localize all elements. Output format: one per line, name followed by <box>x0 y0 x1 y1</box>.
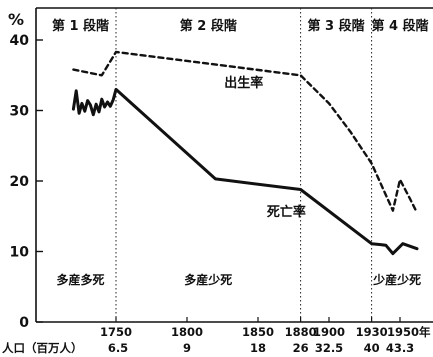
y-tick-label-40: 40 <box>10 33 30 49</box>
population-value-1800: 9 <box>183 341 191 355</box>
x-tick-label-1880: 1880 <box>285 325 317 339</box>
x-tick-label-1850: 1850 <box>242 325 274 339</box>
population-value-1950: 43.3 <box>386 341 414 355</box>
y-axis-unit-label: % <box>8 10 24 29</box>
y-tick-label-10: 10 <box>10 245 30 261</box>
population-value-1750: 6.5 <box>108 341 128 355</box>
stage-label-4: 第 4 段階 <box>371 18 428 34</box>
stage-label-3: 第 3 段階 <box>308 18 365 34</box>
stage-label-1: 第 1 段階 <box>52 18 109 34</box>
x-tick-label-1950: 1950年 <box>387 325 431 339</box>
series-layer <box>71 50 419 256</box>
regime-label-3: 少産少死 <box>372 272 421 287</box>
stage-boundaries <box>115 8 373 322</box>
y-tick-label-0: 0 <box>19 315 29 331</box>
population-value-1900: 32.5 <box>315 341 343 355</box>
series-label-2: 死亡率 <box>267 204 306 220</box>
x-tick-label-1930: 1930 <box>356 325 388 339</box>
stage-label-2: 第 2 段階 <box>180 18 237 34</box>
y-tick-label-20: 20 <box>10 174 30 190</box>
population-value-1930: 40 <box>364 341 380 355</box>
population-value-1880: 26 <box>293 341 309 355</box>
y-tick-label-30: 30 <box>10 104 30 120</box>
series-label-1: 出生率 <box>224 75 263 91</box>
death-rate-line <box>71 87 419 256</box>
regime-label-2: 多産少死 <box>184 272 232 287</box>
x-tick-label-1800: 1800 <box>171 325 203 339</box>
birth-rate-line <box>72 50 419 214</box>
x-tick-label-1900: 1900 <box>313 325 345 339</box>
regime-label-1: 多産多死 <box>56 272 104 287</box>
population-value-1850: 18 <box>250 341 266 355</box>
x-tick-label-1750: 1750 <box>100 325 132 339</box>
population-label: 人口（百万人） <box>2 341 83 355</box>
